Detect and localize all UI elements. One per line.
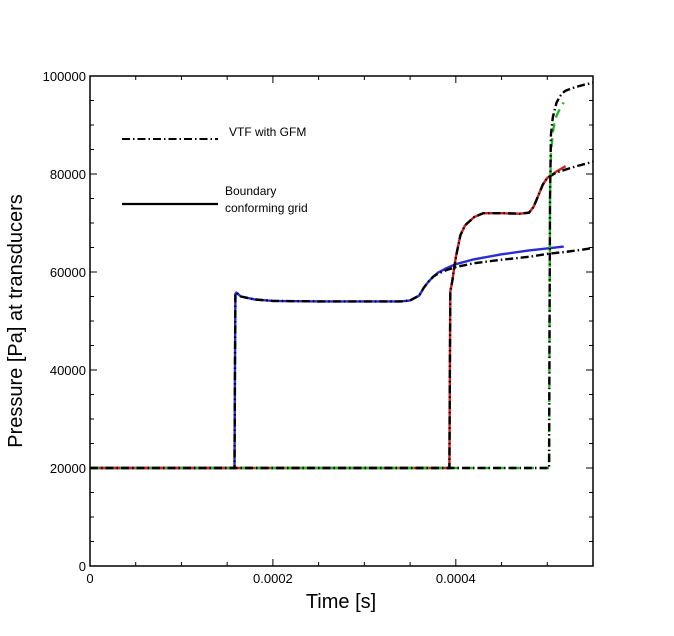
legend-label-vtf: VTF with GFM (229, 125, 306, 139)
series-line-4 (90, 160, 593, 470)
x-tick-label: 0.0004 (436, 571, 476, 586)
x-axis-title: Time [s] (306, 591, 376, 613)
y-axis-title: Pressure [Pa] at transducers (5, 194, 27, 447)
y-tick-label: 0 (79, 559, 86, 574)
series-line-5 (90, 101, 565, 470)
y-tick-label: 40000 (50, 363, 86, 378)
series-line-2 (90, 246, 593, 470)
legend-label-boundary-1: Boundary (225, 184, 276, 198)
series-line-6 (90, 81, 593, 470)
y-tick-label: 20000 (50, 461, 86, 476)
y-tick-label: 60000 (50, 265, 86, 280)
legend-label-boundary-2: conforming grid (225, 201, 308, 215)
x-tick-label: 0 (86, 571, 93, 586)
plot-frame (89, 75, 594, 567)
series-line-1 (90, 245, 564, 470)
y-tick-label: 100000 (43, 69, 86, 84)
axis-ticks: 0 0.0002 0.0004 0 20000 40000 60000 80000 100000 (43, 69, 594, 586)
y-tick-label: 80000 (50, 167, 86, 182)
series-line-3 (90, 165, 567, 470)
x-tick-label: 0.0002 (253, 571, 293, 586)
legend: VTF with GFM Boundary conforming grid (122, 125, 308, 215)
series-layer (90, 81, 593, 470)
